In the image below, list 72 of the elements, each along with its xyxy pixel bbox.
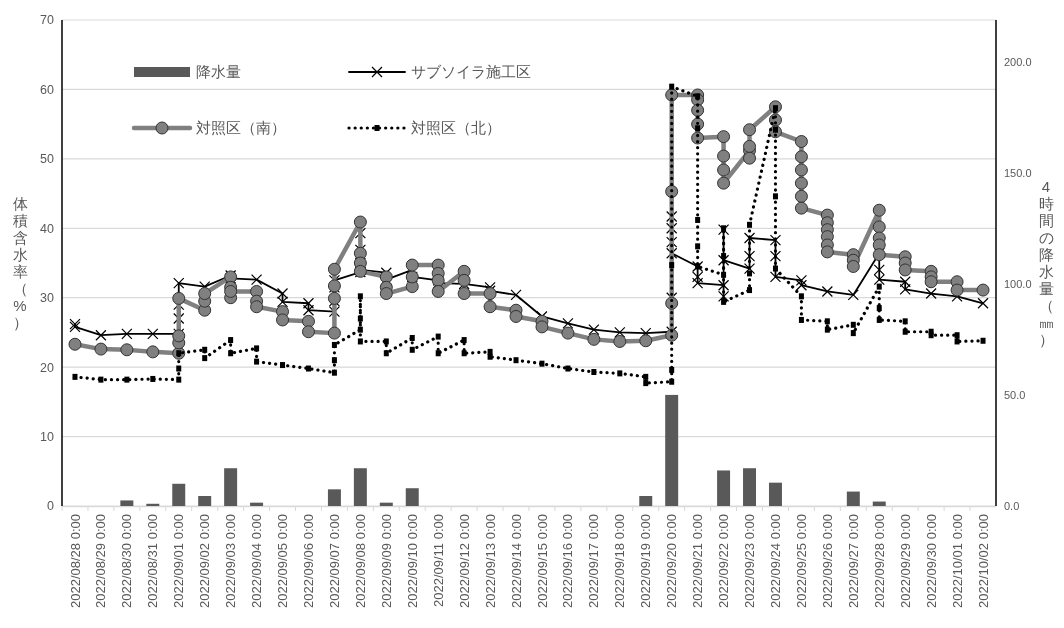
x-tick-label: 2022/09/12 0:00 <box>456 514 472 608</box>
x-tick-label: 2022/09/04 0:00 <box>249 514 265 608</box>
x-tick-label: 2022/09/03 0:00 <box>223 514 239 608</box>
y-tick-label: 10 <box>40 429 55 444</box>
bar <box>743 468 757 506</box>
x-tick-label: 2022/08/31 0:00 <box>145 514 161 608</box>
x-tick-label: 2022/08/28 0:00 <box>67 514 83 608</box>
text: 4時間の降水量（㎜） <box>1038 177 1054 348</box>
bar <box>172 483 186 506</box>
x-tick-label: 2022/09/15 0:00 <box>534 514 550 608</box>
bar <box>120 500 134 506</box>
x-tick-label: 2022/09/09 0:00 <box>378 514 394 608</box>
x-tick-label: 2022/09/14 0:00 <box>508 514 524 608</box>
bar <box>146 503 160 506</box>
legend-label: 対照区（北） <box>411 119 501 137</box>
bar <box>717 470 731 506</box>
x-tick-label: 2022/09/18 0:00 <box>612 514 628 608</box>
y2-tick-label: 100.0 <box>1004 277 1032 290</box>
y-tick-label: 60 <box>40 82 55 97</box>
x-tick-label: 2022/09/21 0:00 <box>690 514 706 608</box>
y2-tick-label: 50.0 <box>1004 388 1026 401</box>
y-tick-label: 70 <box>40 13 55 28</box>
y-tick-label: 40 <box>40 221 55 236</box>
x-tick-label: 2022/09/07 0:00 <box>326 514 342 608</box>
y2-tick-label: 0.0 <box>1004 499 1020 512</box>
x-tick-label: 2022/09/06 0:00 <box>301 514 317 608</box>
bar <box>224 468 238 506</box>
x-tick-label: 2022/09/20 0:00 <box>664 514 680 608</box>
x-tick-label: 2022/09/16 0:00 <box>560 514 576 608</box>
y-tick-label: 30 <box>40 291 55 306</box>
bar <box>353 468 367 506</box>
x-tick-label: 2022/09/30 0:00 <box>923 514 939 608</box>
bar <box>768 482 782 506</box>
bar <box>405 488 419 506</box>
y2-tick-label: 150.0 <box>1004 166 1032 179</box>
x-tick-label: 2022/09/11 0:00 <box>430 514 446 608</box>
x-tick-label: 2022/09/27 0:00 <box>845 514 861 608</box>
x-tick-label: 2022/09/19 0:00 <box>638 514 654 608</box>
x-tick-label: 2022/09/22 0:00 <box>716 514 732 608</box>
x-tick-label: 2022/09/13 0:00 <box>482 514 498 608</box>
x-tick-label: 2022/09/28 0:00 <box>871 514 887 608</box>
bar <box>250 502 264 506</box>
x-tick-label: 2022/09/02 0:00 <box>197 514 213 608</box>
x-tick-label: 2022/09/24 0:00 <box>768 514 784 608</box>
bar <box>665 394 679 506</box>
y-tick-label: 0 <box>47 499 55 514</box>
bar <box>639 496 653 506</box>
x-tick-label: 2022/09/01 0:00 <box>171 514 187 608</box>
bar <box>327 489 341 506</box>
y2-tick-label: 200.0 <box>1004 55 1032 68</box>
x-tick-label: 2022/09/17 0:00 <box>586 514 602 608</box>
bar <box>379 502 393 506</box>
bar <box>846 491 860 506</box>
legend-label: 対照区（南） <box>196 119 286 137</box>
x-tick-label: 2022/10/02 0:00 <box>975 514 991 608</box>
x-tick-label: 2022/08/29 0:00 <box>93 514 109 608</box>
x-tick-label: 2022/09/05 0:00 <box>275 514 291 608</box>
y-tick-label: 20 <box>40 360 55 375</box>
bar <box>872 501 886 506</box>
bar <box>198 496 212 506</box>
y-tick-label: 50 <box>40 152 55 167</box>
x-tick-label: 2022/09/25 0:00 <box>793 514 809 608</box>
x-tick-label: 2022/08/30 0:00 <box>119 514 135 608</box>
x-tick-label: 2022/09/10 0:00 <box>404 514 420 608</box>
x-tick-label: 2022/09/26 0:00 <box>819 514 835 608</box>
y-axis-title: 体積含水率（%） <box>12 194 28 331</box>
legend-label: 降水量 <box>196 63 241 81</box>
x-tick-label: 2022/09/29 0:00 <box>897 514 913 608</box>
x-tick-label: 2022/09/08 0:00 <box>352 514 368 608</box>
x-tick-label: 2022/10/01 0:00 <box>949 514 965 608</box>
x-tick-label: 2022/09/23 0:00 <box>742 514 758 608</box>
legend-label: サブソイラ施工区 <box>411 63 531 81</box>
